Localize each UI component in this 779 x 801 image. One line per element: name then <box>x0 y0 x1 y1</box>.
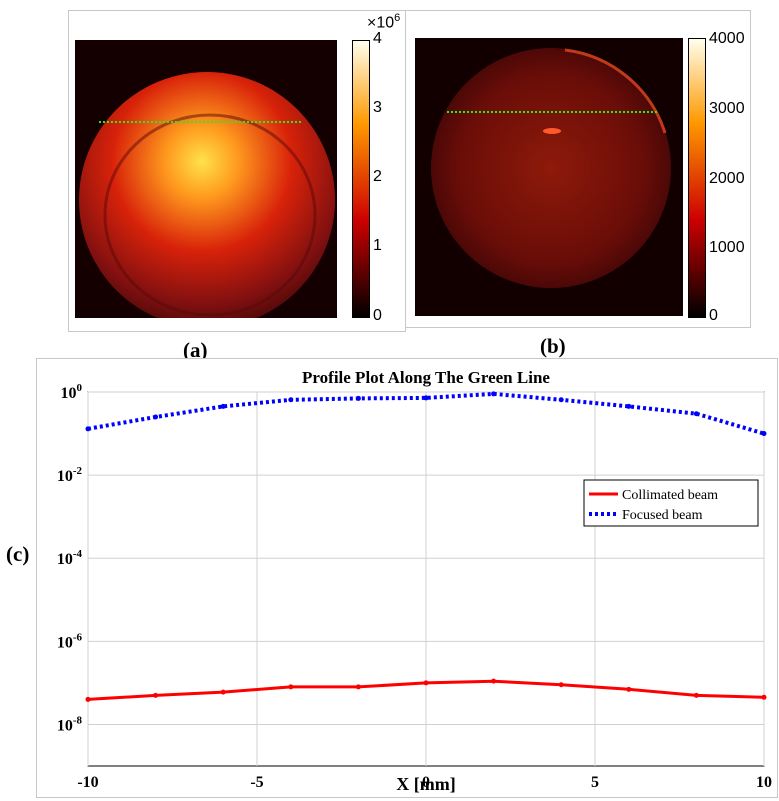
data-point <box>355 684 361 690</box>
x-tick-label: 10 <box>756 774 772 791</box>
panel-b-focus-spot <box>543 128 561 134</box>
data-point <box>220 403 226 409</box>
data-point <box>220 689 226 695</box>
y-tick-label: 10-2 <box>57 465 83 485</box>
panel-a-cbar-tick: 0 <box>373 307 382 324</box>
panel-a-cbar-tick: 4 <box>373 30 382 47</box>
data-point <box>558 397 564 403</box>
x-tick-label: 5 <box>591 774 599 791</box>
panel-c-label: (c) <box>6 542 30 566</box>
panel-a-colorbar <box>352 40 370 318</box>
data-point <box>761 431 767 437</box>
x-axis-label: X [mm] <box>396 774 456 794</box>
data-point <box>491 391 497 397</box>
data-point <box>626 686 632 692</box>
x-tick-label: -5 <box>250 774 263 791</box>
x-tick-label: -10 <box>77 774 98 791</box>
panel-a-cbar-tick: 3 <box>373 99 382 116</box>
data-point <box>693 692 699 698</box>
panel-b-cbar-tick: 2000 <box>709 170 745 187</box>
panel-a-inner-ring <box>103 113 317 317</box>
panel-b-bright-arc <box>564 48 667 134</box>
panel-a-cbar-tick: 1 <box>373 237 382 254</box>
y-tick-label: 10-8 <box>57 714 83 734</box>
legend-entry: Focused beam <box>622 508 703 523</box>
panel-b-cbar-tick: 1000 <box>709 239 745 256</box>
data-point <box>626 403 632 409</box>
panel-b-cbar-tick: 4000 <box>709 30 745 47</box>
y-tick-label: 10-4 <box>57 548 83 568</box>
x-tick-label: 0 <box>422 774 430 791</box>
legend-box <box>583 479 759 527</box>
data-point <box>288 684 294 690</box>
data-point <box>85 426 91 432</box>
data-point <box>558 682 564 688</box>
panel-b-beam-disk <box>431 48 671 288</box>
panel-a-cbar-tick: 2 <box>373 168 382 185</box>
panel-b-label: (b) <box>540 334 566 358</box>
panel-b-cbar-tick: 0 <box>709 307 718 324</box>
panel-a-heatmap <box>75 40 337 318</box>
data-point <box>423 680 429 686</box>
legend-entry: Collimated beam <box>622 488 718 503</box>
data-point <box>423 395 429 401</box>
data-point <box>761 694 767 700</box>
data-point <box>693 411 699 417</box>
plot-title: Profile Plot Along The Green Line <box>302 368 550 387</box>
series-line-focused <box>87 391 765 436</box>
y-tick-label: 100 <box>61 382 83 402</box>
data-point <box>85 696 91 702</box>
panel-b-heatmap <box>415 38 683 316</box>
panel-a-exponent: ×106 <box>367 12 401 32</box>
data-point <box>491 678 497 684</box>
panel-b-cbar-tick: 3000 <box>709 100 745 117</box>
panel-b-colorbar <box>688 38 706 318</box>
data-point <box>153 414 159 420</box>
y-tick-label: 10-6 <box>57 631 83 651</box>
data-point <box>153 692 159 698</box>
data-point <box>288 397 294 403</box>
data-point <box>355 395 361 401</box>
